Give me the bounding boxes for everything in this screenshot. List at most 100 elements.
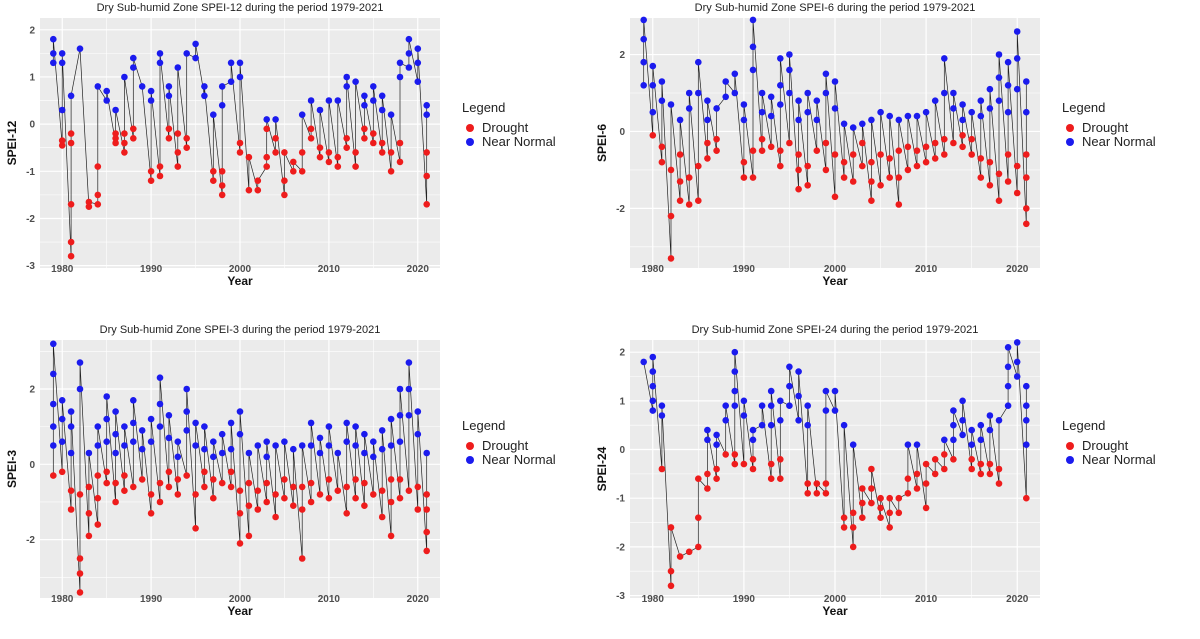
x-tick-label: 2010: [318, 594, 341, 605]
data-point-drought: [50, 472, 57, 479]
data-point-drought: [343, 483, 351, 491]
data-point-drought: [352, 476, 359, 483]
data-point-near-normal: [1004, 402, 1012, 409]
data-point-drought: [1023, 151, 1030, 158]
data-point-near-normal: [704, 426, 711, 434]
data-point-drought: [85, 198, 93, 206]
data-point-near-normal: [859, 120, 866, 128]
data-point-drought: [777, 475, 784, 482]
data-point-near-normal: [156, 400, 164, 408]
data-point-near-normal: [121, 73, 128, 81]
data-point-drought: [183, 135, 190, 142]
legend-title: Legend: [462, 100, 505, 115]
data-point-near-normal: [831, 407, 839, 414]
x-tick-label: 1980: [642, 264, 665, 275]
data-point-near-normal: [822, 89, 830, 97]
data-point-drought: [804, 182, 811, 189]
data-point-near-normal: [767, 387, 775, 395]
data-point-drought: [236, 149, 244, 156]
data-point-drought: [192, 525, 199, 532]
data-point-near-normal: [50, 442, 57, 449]
data-point-drought: [423, 491, 431, 498]
data-point-drought: [868, 485, 875, 492]
data-point-near-normal: [649, 397, 657, 405]
data-point-drought: [361, 479, 368, 487]
data-point-near-normal: [722, 402, 729, 409]
data-point-near-normal: [795, 368, 802, 375]
data-point-drought: [667, 212, 675, 220]
data-point-near-normal: [713, 105, 720, 112]
x-tick-label: 1990: [140, 594, 163, 605]
data-point-near-normal: [1023, 441, 1030, 448]
series-drought: [658, 451, 1030, 590]
data-point-near-normal: [704, 97, 711, 104]
data-point-drought: [281, 149, 288, 156]
data-point-drought: [121, 487, 128, 494]
data-point-near-normal: [649, 108, 657, 116]
data-point-near-normal: [904, 112, 912, 120]
data-point-near-normal: [67, 423, 75, 430]
data-point-drought: [804, 162, 811, 170]
x-tick-label: 2000: [824, 594, 847, 605]
data-point-near-normal: [423, 449, 431, 457]
data-point-near-normal: [50, 423, 57, 430]
x-axis-label: Year: [227, 274, 253, 288]
data-point-drought: [777, 456, 784, 463]
data-point-drought: [859, 139, 866, 147]
data-point-near-normal: [704, 436, 711, 444]
data-point-drought: [165, 135, 173, 142]
data-point-near-normal: [103, 87, 110, 95]
data-point-drought: [667, 582, 675, 590]
data-point-near-normal: [968, 426, 975, 434]
data-point-near-normal: [325, 442, 333, 449]
data-point-near-normal: [227, 59, 235, 67]
data-point-drought: [995, 480, 1003, 487]
data-point-drought: [695, 475, 702, 482]
legend-title: Legend: [1062, 100, 1105, 115]
data-point-near-normal: [165, 83, 173, 90]
data-point-near-normal: [977, 112, 985, 120]
data-point-near-normal: [50, 59, 57, 67]
data-point-drought: [245, 153, 253, 161]
y-tick-label: 1: [29, 72, 35, 83]
data-point-near-normal: [777, 82, 784, 89]
data-point-near-normal: [121, 442, 128, 449]
data-point-drought: [886, 524, 893, 531]
data-point-near-normal: [298, 111, 306, 118]
data-point-near-normal: [236, 430, 244, 438]
data-point-near-normal: [658, 412, 666, 419]
data-point-near-normal: [1004, 82, 1012, 89]
data-point-drought: [307, 479, 315, 487]
data-point-near-normal: [334, 449, 342, 457]
data-point-drought: [281, 494, 288, 502]
data-point-near-normal: [758, 108, 766, 116]
data-point-near-normal: [130, 397, 137, 404]
data-point-drought: [210, 177, 217, 184]
data-point-near-normal: [658, 97, 666, 104]
data-point-drought: [218, 191, 226, 199]
data-point-drought: [423, 547, 431, 555]
data-point-drought: [877, 182, 884, 189]
data-point-near-normal: [649, 82, 657, 89]
data-point-drought: [913, 470, 921, 478]
data-point-drought: [387, 149, 395, 156]
data-point-near-normal: [423, 111, 431, 118]
chart-panel-spei3: Dry Sub-humid Zone SPEI-3 during the per…: [0, 320, 600, 639]
data-point-near-normal: [986, 426, 994, 434]
data-point-near-normal: [767, 402, 775, 409]
data-point-near-normal: [156, 374, 164, 381]
data-point-drought: [352, 149, 359, 156]
data-point-drought: [913, 147, 921, 154]
data-point-near-normal: [740, 397, 748, 405]
data-point-near-normal: [695, 89, 702, 97]
data-point-drought: [423, 172, 431, 180]
data-point-drought: [263, 479, 271, 487]
data-point-near-normal: [281, 438, 288, 445]
data-point-near-normal: [112, 430, 119, 438]
data-point-drought: [316, 144, 324, 151]
data-point-drought: [192, 491, 199, 498]
data-point-near-normal: [649, 407, 657, 414]
data-point-drought: [396, 476, 404, 483]
data-point-near-normal: [722, 78, 729, 85]
data-point-drought: [378, 139, 386, 147]
